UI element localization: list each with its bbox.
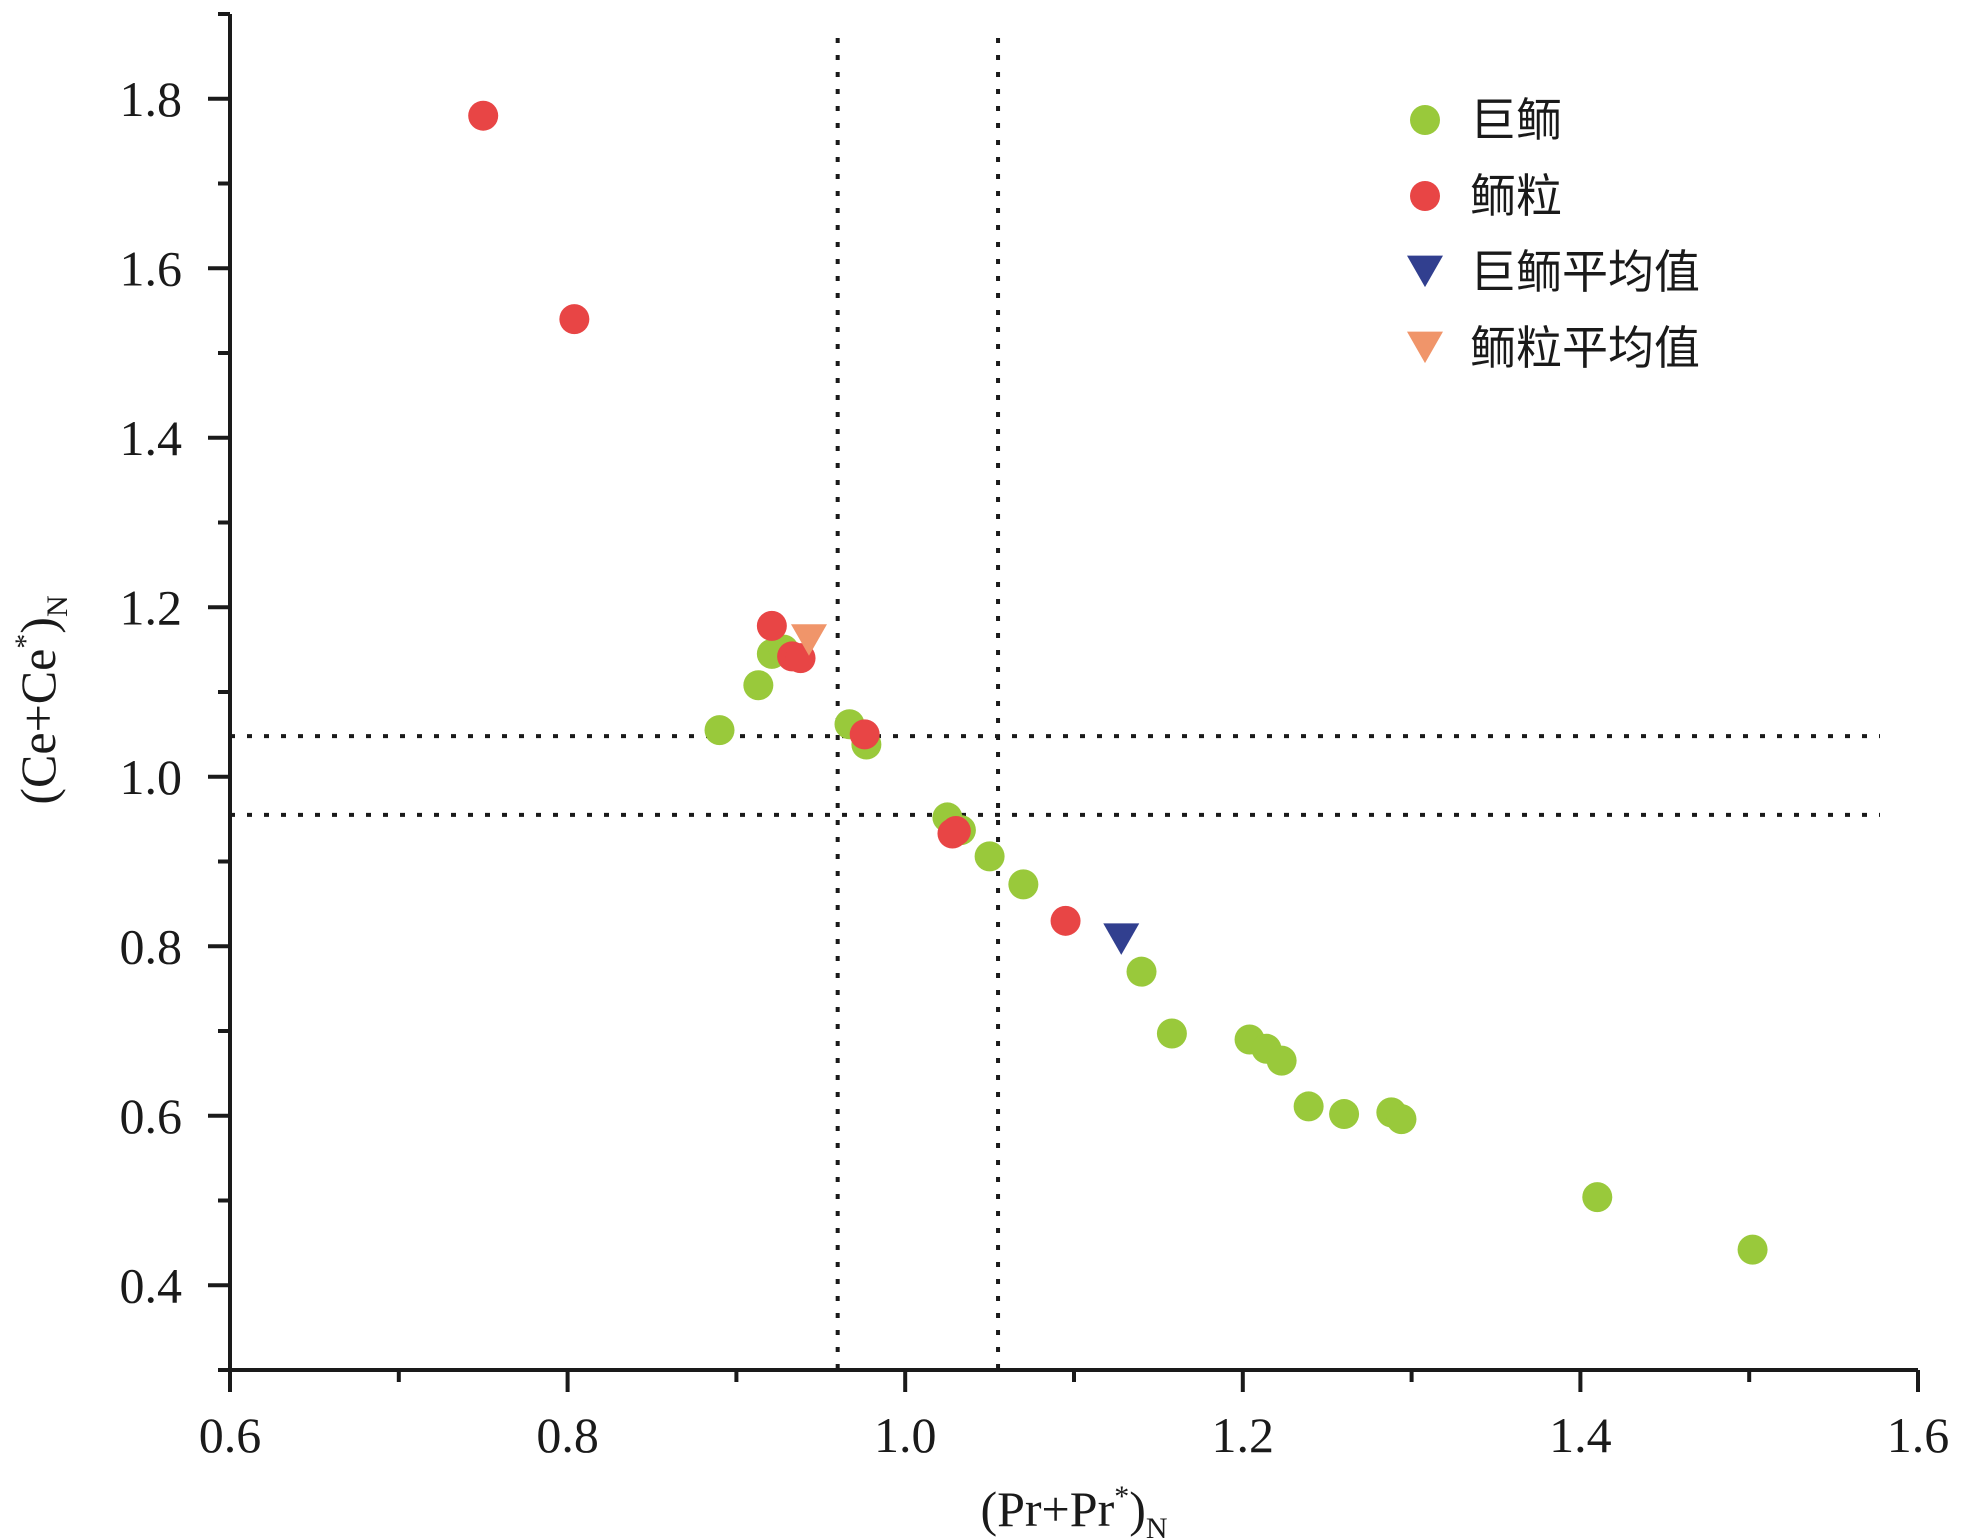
legend-label: 鲕粒 bbox=[1470, 169, 1562, 223]
y-tick-label: 1.2 bbox=[120, 579, 183, 635]
y-axis-title-sub: N bbox=[41, 595, 74, 617]
y-tick-label: 0.6 bbox=[120, 1088, 183, 1144]
data-point-mean bbox=[790, 624, 827, 656]
legend-marker bbox=[1407, 331, 1443, 364]
data-point bbox=[1582, 1182, 1613, 1213]
y-axis-title: (Ce+Ce*)N bbox=[9, 595, 74, 804]
data-point-mean bbox=[1103, 923, 1140, 955]
reference-lines bbox=[230, 38, 1880, 1370]
x-tick-label: 0.6 bbox=[199, 1407, 262, 1463]
x-axis-title-sup: * bbox=[1114, 1480, 1129, 1513]
data-point bbox=[1737, 1234, 1768, 1265]
data-point bbox=[704, 715, 735, 746]
data-point bbox=[1266, 1045, 1297, 1076]
y-axis-title-main: (Ce+Ce bbox=[10, 649, 66, 805]
legend-marker bbox=[1407, 255, 1443, 288]
y-axis-title-sup: * bbox=[9, 634, 42, 649]
legend-label: 巨鲕 bbox=[1470, 93, 1562, 147]
legend-marker bbox=[1410, 181, 1440, 211]
y-axis-title-close: ) bbox=[10, 617, 66, 634]
data-point bbox=[1329, 1099, 1360, 1130]
data-point bbox=[756, 610, 787, 641]
data-points bbox=[468, 100, 1768, 1265]
x-tick-label: 1.6 bbox=[1887, 1407, 1950, 1463]
y-tick-label: 1.8 bbox=[120, 71, 183, 127]
y-tick-label: 1.0 bbox=[120, 749, 183, 805]
y-tick-label: 0.8 bbox=[120, 918, 183, 974]
data-point bbox=[559, 304, 590, 335]
legend-marker bbox=[1410, 105, 1440, 135]
x-tick-label: 1.2 bbox=[1212, 1407, 1275, 1463]
data-point bbox=[1386, 1104, 1417, 1135]
data-point bbox=[849, 719, 880, 750]
y-tick-label: 1.6 bbox=[120, 240, 183, 296]
y-tick-label: 0.4 bbox=[120, 1257, 183, 1313]
data-point bbox=[468, 100, 499, 131]
legend-label: 鲕粒平均值 bbox=[1470, 321, 1700, 375]
axis-ticks bbox=[208, 12, 1920, 1392]
x-axis-title-close: ) bbox=[1129, 1481, 1146, 1537]
x-tick-label: 1.4 bbox=[1549, 1407, 1612, 1463]
tick-labels: 0.6 0.8 1.0 1.2 1.4 1.6 0.4 0.6 0.8 1.0 1.2 1.4 1.6 1… bbox=[120, 71, 1950, 1463]
data-point bbox=[1293, 1091, 1324, 1122]
y-tick-label: 1.4 bbox=[120, 410, 183, 466]
x-axis-title: (Pr+Pr*)N bbox=[980, 1480, 1167, 1539]
data-point bbox=[1050, 905, 1081, 936]
data-point bbox=[743, 670, 774, 701]
data-point bbox=[974, 841, 1005, 872]
data-point bbox=[1126, 956, 1157, 987]
x-axis-title-main: (Pr+Pr bbox=[980, 1481, 1114, 1537]
axes bbox=[228, 14, 1918, 1372]
legend-label: 巨鲕平均值 bbox=[1470, 245, 1700, 299]
data-point bbox=[1008, 869, 1039, 900]
x-axis-title-sub: N bbox=[1146, 1512, 1168, 1539]
data-point bbox=[940, 815, 971, 846]
x-tick-label: 0.8 bbox=[536, 1407, 599, 1463]
x-tick-label: 1.0 bbox=[874, 1407, 937, 1463]
data-point bbox=[1156, 1018, 1187, 1049]
